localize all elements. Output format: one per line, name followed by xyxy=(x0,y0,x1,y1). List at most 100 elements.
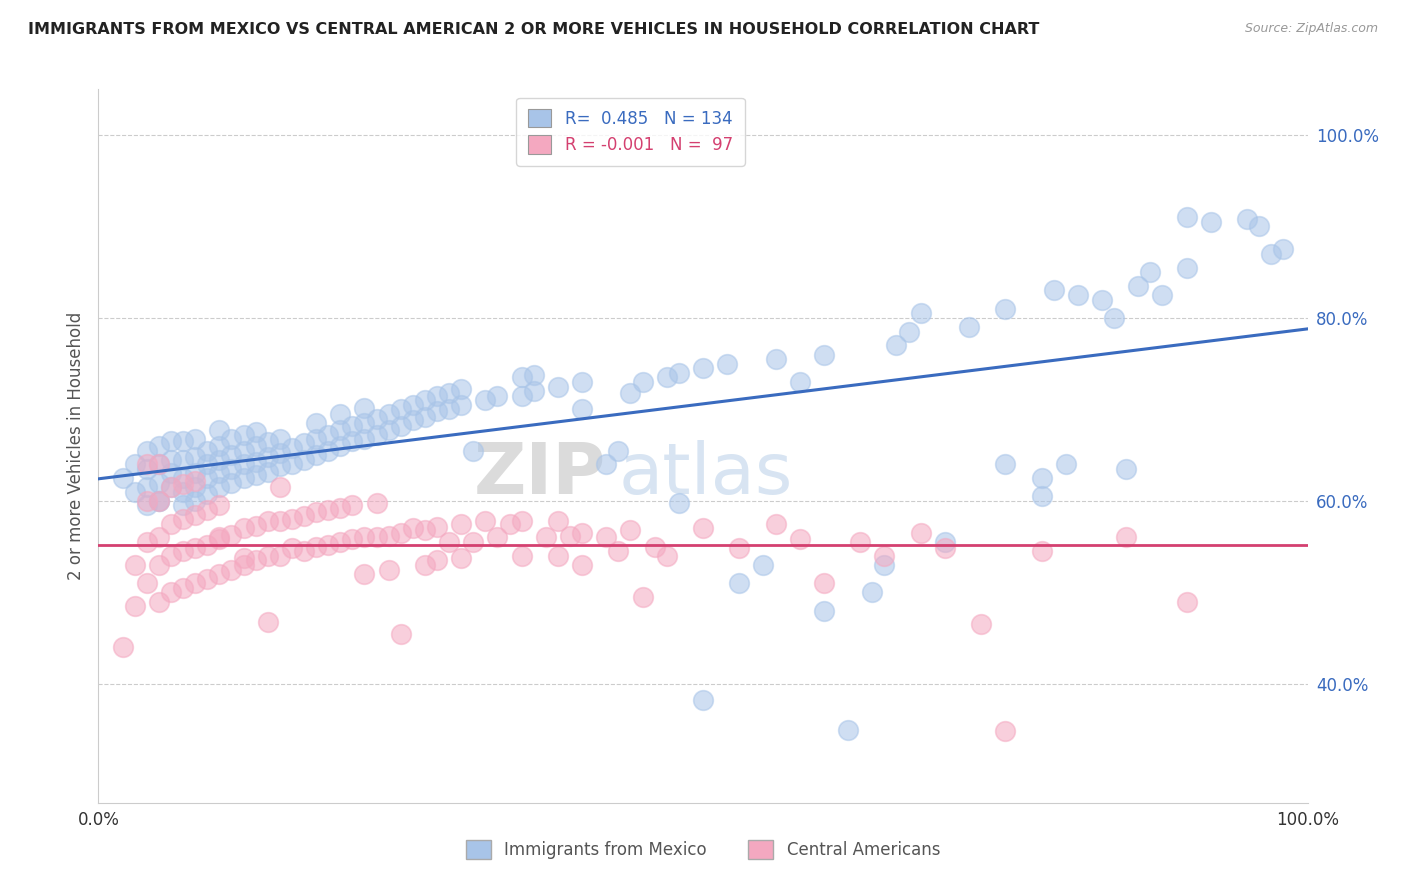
Point xyxy=(281,458,304,472)
Point xyxy=(172,484,194,499)
Point xyxy=(547,514,569,528)
Point xyxy=(1067,288,1090,302)
Point xyxy=(148,494,170,508)
Point xyxy=(269,549,291,563)
Point xyxy=(1031,544,1053,558)
Point xyxy=(631,375,654,389)
Point xyxy=(353,531,375,545)
Point xyxy=(897,325,920,339)
Point xyxy=(269,514,291,528)
Point xyxy=(305,416,328,430)
Point xyxy=(148,475,170,490)
Point xyxy=(377,562,399,576)
Point xyxy=(426,519,449,533)
Point xyxy=(221,462,243,476)
Point xyxy=(873,549,896,563)
Point xyxy=(172,499,194,513)
Point xyxy=(208,533,231,547)
Point xyxy=(160,480,183,494)
Point xyxy=(994,724,1017,739)
Point xyxy=(353,567,375,582)
Point xyxy=(813,347,835,361)
Point xyxy=(232,558,254,572)
Point xyxy=(1175,594,1198,608)
Point xyxy=(389,418,412,433)
Point xyxy=(692,521,714,535)
Text: atlas: atlas xyxy=(619,440,793,509)
Point xyxy=(148,458,170,472)
Point xyxy=(994,301,1017,316)
Point xyxy=(886,338,908,352)
Point xyxy=(160,480,183,494)
Point xyxy=(366,531,388,545)
Point xyxy=(292,452,315,467)
Point xyxy=(571,558,593,572)
Point xyxy=(208,423,231,437)
Point xyxy=(172,477,194,491)
Point xyxy=(221,475,243,490)
Point xyxy=(619,386,641,401)
Point xyxy=(172,471,194,485)
Point xyxy=(184,432,207,446)
Point xyxy=(450,550,472,565)
Point xyxy=(547,549,569,563)
Point xyxy=(208,499,231,513)
Point xyxy=(172,512,194,526)
Point xyxy=(1199,215,1222,229)
Point xyxy=(256,549,278,563)
Point xyxy=(957,320,980,334)
Point xyxy=(353,432,375,446)
Point xyxy=(195,471,218,485)
Point xyxy=(232,550,254,565)
Point xyxy=(353,401,375,415)
Point xyxy=(450,516,472,531)
Point xyxy=(245,425,267,440)
Point xyxy=(437,535,460,549)
Point xyxy=(934,541,956,556)
Point xyxy=(510,549,533,563)
Point xyxy=(329,439,352,453)
Point xyxy=(860,585,883,599)
Point xyxy=(571,525,593,540)
Point xyxy=(413,409,436,424)
Point xyxy=(486,389,509,403)
Point xyxy=(342,533,364,547)
Point xyxy=(474,393,496,408)
Point xyxy=(221,562,243,576)
Text: IMMIGRANTS FROM MEXICO VS CENTRAL AMERICAN 2 OR MORE VEHICLES IN HOUSEHOLD CORRE: IMMIGRANTS FROM MEXICO VS CENTRAL AMERIC… xyxy=(28,22,1039,37)
Point xyxy=(1031,471,1053,485)
Point xyxy=(148,531,170,545)
Point xyxy=(256,450,278,464)
Point xyxy=(172,581,194,595)
Point xyxy=(281,512,304,526)
Point xyxy=(1115,462,1137,476)
Point xyxy=(148,458,170,472)
Point xyxy=(124,484,146,499)
Point xyxy=(450,398,472,412)
Point xyxy=(195,572,218,586)
Point xyxy=(1091,293,1114,307)
Point xyxy=(208,567,231,582)
Point xyxy=(402,521,425,535)
Point xyxy=(135,458,157,472)
Point xyxy=(534,531,557,545)
Point xyxy=(135,443,157,458)
Point xyxy=(994,458,1017,472)
Point xyxy=(184,450,207,464)
Point xyxy=(221,527,243,541)
Point xyxy=(413,558,436,572)
Point xyxy=(366,496,388,510)
Point xyxy=(752,558,775,572)
Point xyxy=(329,423,352,437)
Point xyxy=(655,549,678,563)
Point xyxy=(668,366,690,380)
Point xyxy=(619,523,641,537)
Point xyxy=(1102,310,1125,325)
Point xyxy=(316,538,339,552)
Point xyxy=(571,375,593,389)
Point xyxy=(172,452,194,467)
Point xyxy=(221,448,243,462)
Point xyxy=(1128,279,1150,293)
Point xyxy=(523,368,546,382)
Point xyxy=(135,480,157,494)
